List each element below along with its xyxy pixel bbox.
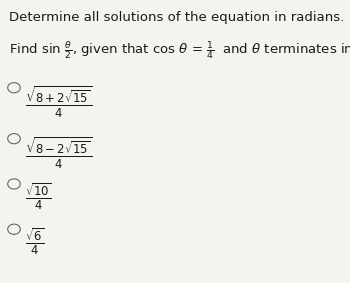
Text: $\frac{\sqrt{8+2\sqrt{15}}}{4}$: $\frac{\sqrt{8+2\sqrt{15}}}{4}$ xyxy=(25,85,92,120)
Text: $\frac{\sqrt{10}}{4}$: $\frac{\sqrt{10}}{4}$ xyxy=(25,181,51,212)
Text: $\frac{\sqrt{6}}{4}$: $\frac{\sqrt{6}}{4}$ xyxy=(25,226,43,257)
Text: Determine all solutions of the equation in radians.: Determine all solutions of the equation … xyxy=(9,11,344,24)
Text: $\frac{\sqrt{8-2\sqrt{15}}}{4}$: $\frac{\sqrt{8-2\sqrt{15}}}{4}$ xyxy=(25,136,92,171)
Text: Find sin $\frac{\theta}{2}$, given that cos $\theta$ = $\frac{1}{4}$  and $\thet: Find sin $\frac{\theta}{2}$, given that … xyxy=(9,40,350,61)
